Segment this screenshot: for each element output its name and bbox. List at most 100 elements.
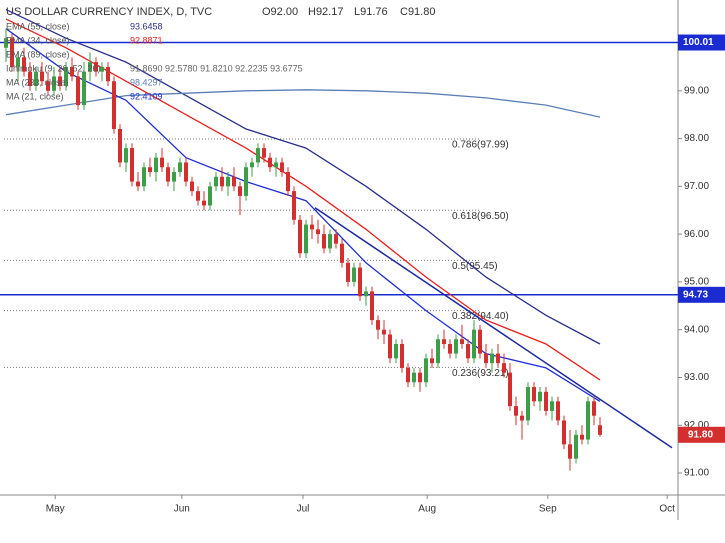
- candle-body: [130, 148, 134, 182]
- candle-body: [430, 358, 434, 364]
- candle-body: [466, 344, 470, 359]
- candle-body: [592, 401, 596, 416]
- candle-body: [268, 157, 272, 168]
- candle-body: [46, 81, 50, 91]
- candle-body: [322, 234, 326, 249]
- indicator-line: [5, 89, 601, 118]
- candle-body: [34, 71, 38, 87]
- legend-name: EMA (34, close): [6, 35, 70, 45]
- price-tag-label: 100.01: [683, 37, 714, 48]
- candle-body: [88, 62, 92, 72]
- candle-body: [82, 71, 86, 106]
- candle-body: [196, 191, 200, 201]
- candle-body: [154, 157, 158, 173]
- candle-body: [310, 224, 314, 230]
- candle-body: [166, 167, 170, 182]
- candle-body: [406, 367, 410, 383]
- candle-body: [574, 434, 578, 459]
- candle-body: [472, 329, 476, 359]
- candle-body: [478, 329, 482, 354]
- candle-body: [346, 262, 350, 282]
- candle-body: [598, 425, 602, 435]
- y-tick-label: 99.00: [684, 85, 709, 96]
- candle-body: [106, 66, 110, 82]
- chart-title: US DOLLAR CURRENCY INDEX, D, TVC: [6, 6, 212, 18]
- candle-body: [556, 401, 560, 421]
- candle-body: [184, 162, 188, 182]
- candle-body: [238, 186, 242, 196]
- candle-body: [328, 234, 332, 249]
- candle-body: [490, 353, 494, 364]
- price-tag: [678, 286, 725, 303]
- candle-body: [358, 267, 362, 297]
- candle-body: [100, 66, 104, 72]
- last-price-label: 91.80: [688, 429, 713, 440]
- y-tick-label: 93.00: [684, 372, 709, 383]
- candle-body: [382, 329, 386, 335]
- candle-body: [586, 401, 590, 440]
- y-tick-label: 94.00: [684, 324, 709, 335]
- candle-body: [502, 363, 506, 373]
- header-ohlc: H92.17: [308, 6, 343, 18]
- candle-body: [94, 62, 98, 72]
- candle-body: [178, 162, 182, 173]
- candle-body: [562, 420, 566, 445]
- candle-body: [226, 176, 230, 187]
- candle-body: [256, 148, 260, 163]
- fib-label: 0.5(95.45): [452, 261, 498, 272]
- candle-body: [52, 76, 56, 91]
- candle-body: [334, 234, 338, 244]
- legend-value: 93.6458: [130, 21, 163, 31]
- candle-body: [160, 157, 164, 168]
- last-price-tag: [678, 426, 725, 443]
- candle-body: [232, 176, 236, 187]
- candle-body: [250, 162, 254, 168]
- x-tick-label: Oct: [659, 504, 675, 515]
- x-tick-label: Sep: [539, 504, 557, 515]
- candle-body: [280, 162, 284, 173]
- candle-body: [340, 243, 344, 263]
- candle-body: [544, 391, 548, 411]
- candle-body: [298, 219, 302, 254]
- candle-body: [550, 401, 554, 411]
- candle-body: [454, 339, 458, 354]
- candle-body: [64, 66, 68, 87]
- candle-body: [286, 172, 290, 192]
- legend-name: MA (21, close): [6, 91, 64, 101]
- candle-body: [520, 415, 524, 421]
- candle-body: [118, 129, 122, 163]
- candle-body: [496, 353, 500, 364]
- candle-body: [436, 339, 440, 364]
- y-tick-label: 92.00: [684, 420, 709, 431]
- candle-body: [376, 320, 380, 330]
- candle-body: [190, 181, 194, 192]
- x-tick-label: Jun: [174, 504, 190, 515]
- candle-body: [364, 291, 368, 297]
- header-ohlc: L91.76: [354, 6, 388, 18]
- candle-body: [58, 76, 62, 87]
- candle-body: [16, 57, 20, 67]
- legend-value: 91.8690 92.5780 91.8210 92.2235 93.6775: [130, 63, 303, 73]
- y-tick-label: 96.00: [684, 229, 709, 240]
- candle-body: [532, 387, 536, 402]
- x-tick-label: Jul: [297, 504, 310, 515]
- legend-name: Ichimoku (9, 26, 52, 26): [6, 63, 101, 73]
- candle-body: [136, 181, 140, 187]
- legend-name: EMA (55, close): [6, 21, 70, 31]
- x-tick-label: May: [46, 504, 65, 515]
- fib-label: 0.236(93.21): [452, 368, 509, 379]
- candle-body: [124, 148, 128, 163]
- candle-body: [526, 387, 530, 421]
- candle-body: [484, 353, 488, 364]
- candle-body: [22, 57, 26, 72]
- legend-value: 92.4109: [130, 91, 163, 101]
- candle-body: [274, 162, 278, 168]
- candle-body: [70, 66, 74, 77]
- fib-label: 0.786(97.99): [452, 140, 509, 151]
- candle-body: [370, 291, 374, 321]
- candle-body: [508, 372, 512, 407]
- candle-body: [40, 71, 44, 82]
- candle-body: [4, 38, 8, 48]
